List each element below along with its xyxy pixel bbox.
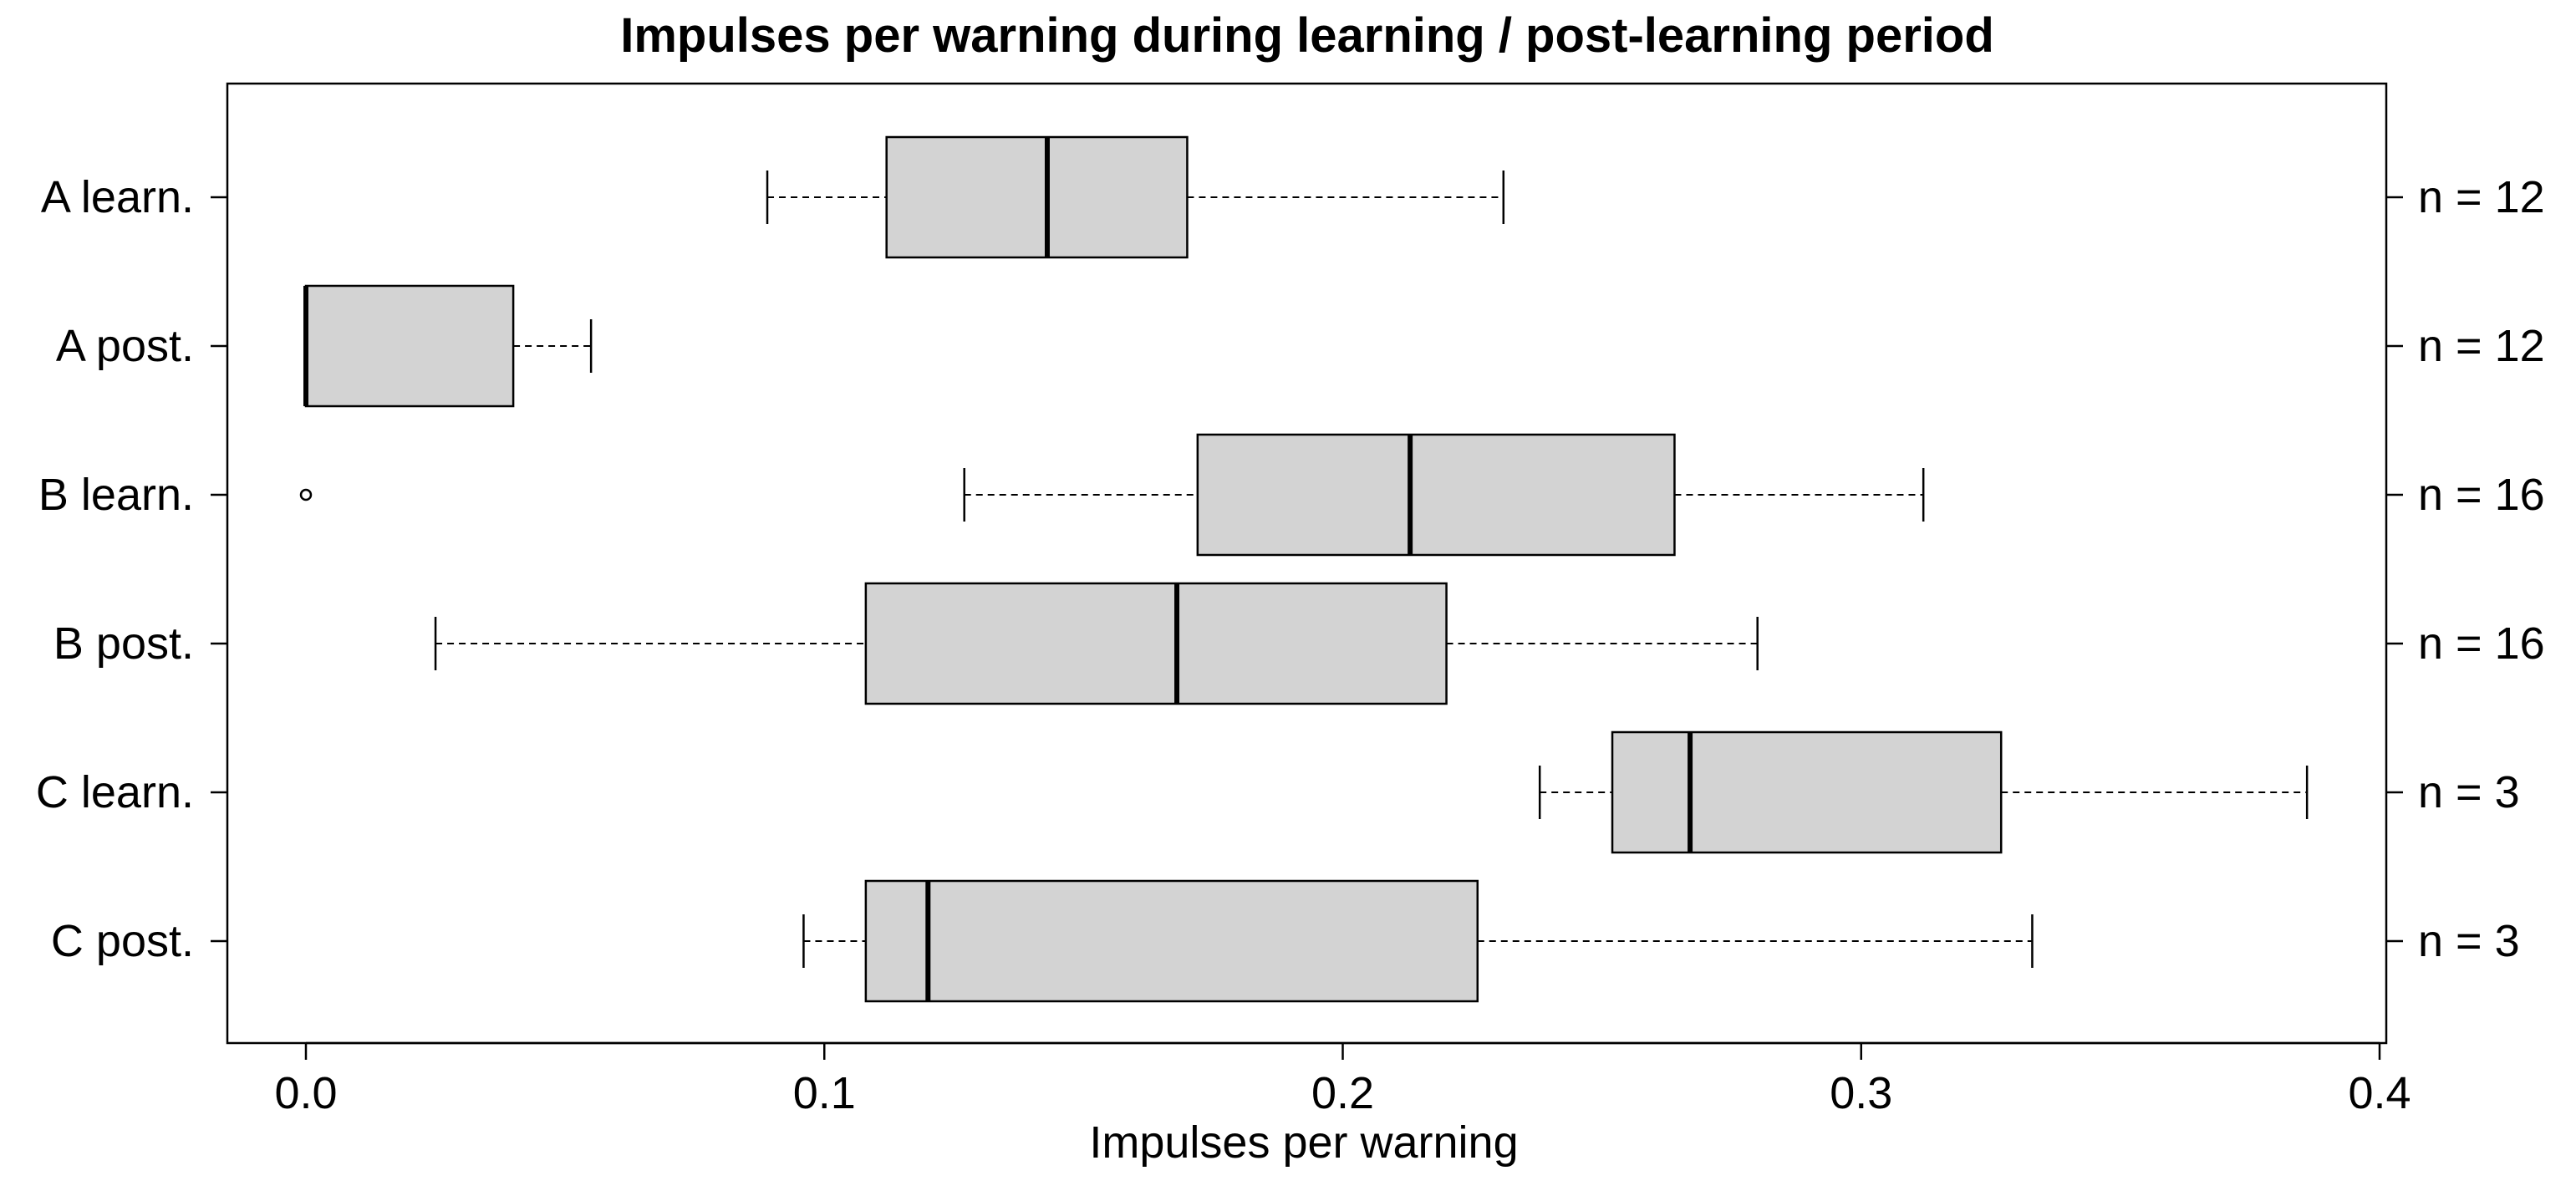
box-4 <box>1538 730 2309 854</box>
box-group <box>299 135 2309 1003</box>
x-axis: 0.0 0.1 0.2 0.3 0.4 <box>274 1041 2411 1118</box>
box-iqr <box>1611 730 2003 854</box>
box-1 <box>303 284 593 408</box>
sample-size-labels: n = 12 n = 12 n = 16 n = 16 n = 3 n = 3 <box>2386 172 2545 966</box>
box-iqr <box>885 135 1189 259</box>
sample-size-label: n = 16 <box>2418 618 2545 669</box>
x-tick-label: 0.2 <box>1311 1068 1374 1118</box>
sample-size-label: n = 3 <box>2418 767 2520 817</box>
box-2 <box>299 433 1925 557</box>
sample-size-label: n = 12 <box>2418 172 2545 222</box>
sample-size-label: n = 16 <box>2418 470 2545 520</box>
box-iqr <box>864 582 1448 705</box>
category-labels: A learn. A post. B learn. B post. C learn. C … <box>36 172 227 966</box>
x-tick-label: 0.1 <box>793 1068 856 1118</box>
category-label: B learn. <box>38 470 194 520</box>
x-tick-label: 0.3 <box>1830 1068 1892 1118</box>
x-tick-label: 0.4 <box>2348 1068 2411 1118</box>
category-label: C learn. <box>36 767 194 817</box>
x-tick-label: 0.0 <box>274 1068 337 1118</box>
box-3 <box>434 582 1759 705</box>
box-iqr <box>864 879 1479 1003</box>
category-label: B post. <box>53 618 194 669</box>
x-axis-label: Impulses per warning <box>1089 1117 1518 1168</box>
outlier-point <box>299 488 313 501</box>
box-5 <box>802 879 2034 1003</box>
box-0 <box>766 135 1505 259</box>
sample-size-label: n = 12 <box>2418 321 2545 371</box>
box-iqr <box>1196 433 1676 557</box>
chart-title: Impulses per warning during learning / p… <box>620 8 1994 63</box>
category-label: A learn. <box>41 172 194 222</box>
sample-size-label: n = 3 <box>2418 916 2520 966</box>
box-iqr <box>304 284 515 408</box>
category-label: C post. <box>51 916 194 966</box>
category-label: A post. <box>56 321 194 371</box>
